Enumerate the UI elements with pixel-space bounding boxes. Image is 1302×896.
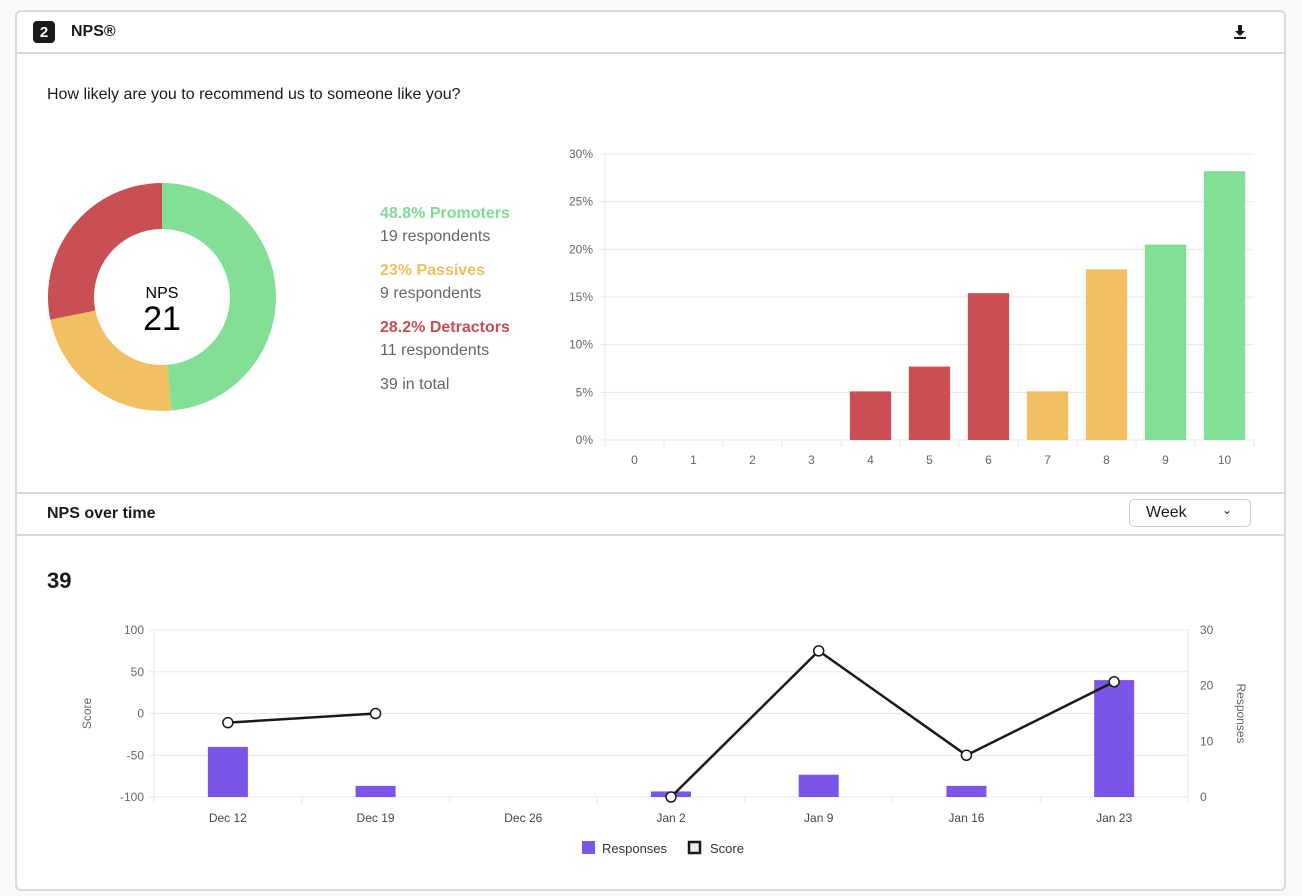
- x-tick-label: Dec 12: [209, 811, 247, 825]
- responses-bar: [798, 774, 839, 797]
- score-point: [812, 645, 825, 657]
- current-nps: 39: [47, 568, 72, 593]
- chevron-down-icon: ⌄: [1221, 503, 1232, 517]
- responses-bar: [946, 785, 987, 797]
- donut-segment: [162, 183, 277, 411]
- promoters-label: 48.8% Promoters: [380, 205, 510, 222]
- bar: [1085, 269, 1128, 440]
- donut-value: 21: [143, 300, 181, 338]
- bar: [908, 366, 951, 440]
- bar: [849, 391, 892, 440]
- y-tick-label: 100: [124, 623, 144, 637]
- question-number-badge: 2: [33, 21, 55, 43]
- score-point: [369, 707, 382, 720]
- bar: [1144, 244, 1187, 440]
- y-tick-label: 0: [137, 707, 144, 721]
- period-select[interactable]: Week ⌄: [1129, 499, 1251, 527]
- score-point: [960, 749, 973, 761]
- x-tick-label: Dec 19: [357, 811, 395, 825]
- y-tick-label: 30%: [569, 147, 593, 161]
- x-tick-label: 5: [926, 453, 933, 467]
- y-tick-label: 25%: [569, 195, 593, 209]
- bar: [1026, 391, 1069, 440]
- donut-label: NPS: [146, 285, 179, 302]
- score-line: [670, 649, 1115, 798]
- score-point: [665, 791, 677, 803]
- responses-bar: [1094, 680, 1135, 797]
- score-line: [227, 712, 376, 724]
- bar: [1203, 171, 1246, 440]
- y2-axis-title: Responses: [1234, 683, 1248, 743]
- y2-tick-label: 30: [1200, 623, 1214, 637]
- x-tick-label: 3: [808, 453, 815, 467]
- y-tick-label: 5%: [576, 385, 594, 399]
- x-tick-label: 1: [690, 453, 697, 467]
- period-value: Week: [1146, 504, 1187, 521]
- detractors-count: 11 respondents: [380, 342, 490, 359]
- x-tick-label: Jan 9: [804, 811, 834, 825]
- donut-segment: [48, 183, 162, 320]
- passives-label: 23% Passives: [380, 262, 485, 279]
- legend-label-score: Score: [710, 841, 744, 856]
- nps-donut-chart: NPS 21: [48, 183, 277, 411]
- x-tick-label: Dec 26: [504, 811, 542, 825]
- legend-label-responses: Responses: [602, 841, 668, 856]
- section-title: NPS over time: [47, 505, 156, 522]
- responses-bar: [207, 746, 248, 797]
- y-tick-label: 50: [131, 665, 145, 679]
- y2-tick-label: 20: [1200, 679, 1214, 693]
- y2-tick-label: 0: [1200, 790, 1207, 804]
- x-tick-label: 10: [1218, 453, 1232, 467]
- passives-count: 9 respondents: [380, 285, 482, 302]
- y-tick-label: -50: [127, 748, 145, 762]
- bar: [967, 293, 1010, 440]
- nps-legend: 48.8% Promoters 19 respondents 23% Passi…: [380, 202, 510, 407]
- x-tick-label: 0: [631, 453, 638, 467]
- y-tick-label: -100: [120, 790, 144, 804]
- legend-swatch-responses: [582, 841, 595, 854]
- y2-tick-label: 10: [1200, 734, 1214, 748]
- y-tick-label: 20%: [569, 242, 593, 256]
- x-tick-label: 8: [1103, 453, 1110, 467]
- x-tick-label: 2: [749, 453, 756, 467]
- x-tick-label: 4: [867, 453, 874, 467]
- card-title: NPS®: [71, 23, 116, 40]
- responses-bar: [355, 785, 396, 797]
- score-distribution-chart: 0% 5% 10% 15% 20% 25% 30% 0 1 2 3 4 5 6 7 8 9 10: [569, 147, 1255, 467]
- x-tick-label: Jan 2: [656, 811, 686, 825]
- y-tick-label: 10%: [569, 338, 593, 352]
- x-tick-label: Jan 16: [948, 811, 984, 825]
- score-point: [222, 716, 234, 729]
- promoters-count: 19 respondents: [380, 228, 491, 245]
- x-tick-label: 6: [985, 453, 992, 467]
- y-tick-label: 15%: [569, 290, 593, 304]
- nps-over-time-header: NPS over time Week ⌄: [17, 492, 1284, 536]
- legend-swatch-score: [687, 840, 702, 855]
- x-tick-label: Jan 23: [1096, 811, 1132, 825]
- x-tick-label: 9: [1162, 453, 1169, 467]
- detractors-label: 28.2% Detractors: [380, 319, 510, 336]
- y-axis-title: Score: [80, 698, 94, 730]
- score-point: [1108, 676, 1120, 688]
- donut-segment: [50, 310, 172, 411]
- nps-card: 2 NPS® How likely are you to recommend u…: [15, 10, 1286, 891]
- total-count: 39 in total: [380, 376, 450, 393]
- download-icon[interactable]: [1232, 24, 1248, 40]
- x-tick-label: 7: [1044, 453, 1051, 467]
- question-text: How likely are you to recommend us to so…: [47, 86, 461, 103]
- card-header: 2 NPS®: [17, 12, 1284, 54]
- y-tick-label: 0%: [576, 433, 594, 447]
